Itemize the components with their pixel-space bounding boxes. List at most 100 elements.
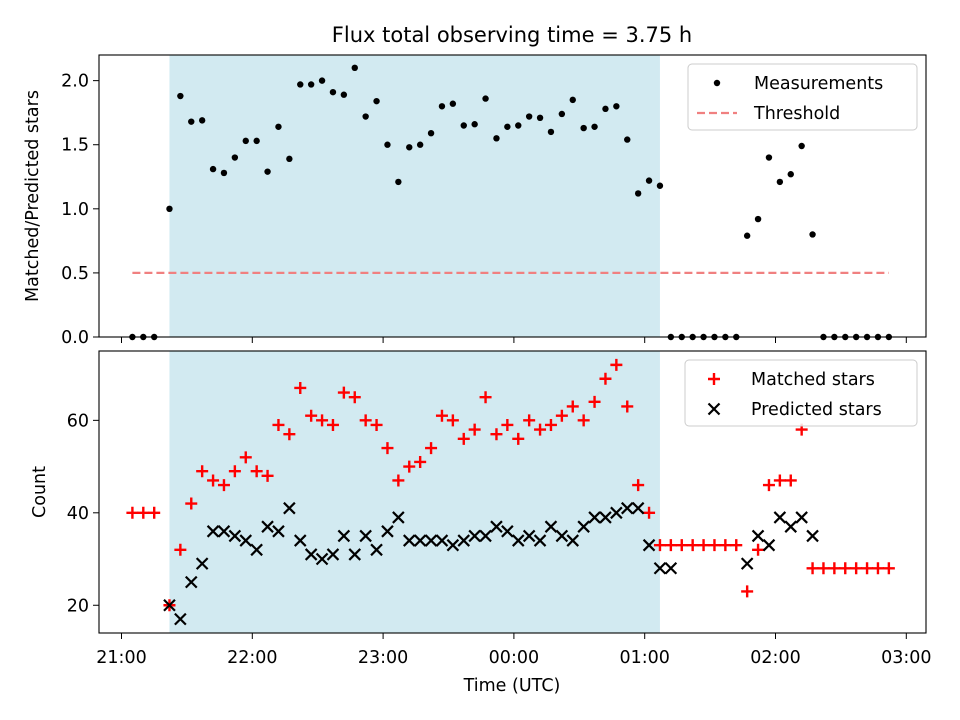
matched-stars-point (326, 418, 339, 431)
predicted-stars-point (261, 520, 274, 533)
y-tick-label: 0.0 (61, 328, 89, 348)
measurement-point (580, 124, 587, 132)
predicted-stars-point (348, 548, 362, 561)
predicted-stars-point (424, 534, 438, 547)
measurement-point (416, 141, 424, 148)
bottom-panel-legend: Matched stars Predicted stars (684, 359, 918, 427)
predicted-stars-point (184, 575, 198, 589)
matched-stars-point (348, 391, 361, 404)
predicted-stars-point (511, 534, 525, 547)
matched-stars-point (708, 539, 721, 552)
measurement-point (754, 215, 762, 223)
predicted-stars-point (610, 506, 623, 520)
x-tick-label: 01:00 (619, 648, 669, 668)
matched-stars-point (217, 479, 230, 492)
measurement-point (798, 142, 805, 150)
matched-stars-point (294, 381, 307, 394)
predicted-stars-point (239, 534, 253, 547)
legend-label: Predicted stars (751, 400, 882, 420)
x-tick-label: 21:00 (96, 648, 146, 668)
measurement-point (438, 103, 446, 110)
measurement-point (297, 81, 304, 88)
predicted-stars-point (370, 543, 383, 557)
matched-stars-point (272, 418, 285, 431)
matched-stars-point (850, 562, 863, 575)
measurement-point (765, 154, 773, 161)
matched-stars-point (261, 469, 274, 482)
matched-stars-point (686, 539, 699, 552)
measurement-point (515, 122, 522, 129)
matched-stars-point (479, 391, 492, 404)
matched-stars-point (643, 506, 656, 519)
matched-stars-point (228, 465, 241, 478)
predicted-stars-point (577, 520, 590, 533)
matched-stars-point (490, 428, 503, 441)
matched-stars-point (523, 414, 536, 427)
legend-label: Threshold (753, 104, 840, 124)
matched-stars-point (196, 465, 209, 478)
measurement-point (373, 97, 380, 105)
matched-stars-point (337, 386, 350, 399)
predicted-stars-point (522, 529, 536, 543)
measurement-point (624, 136, 631, 143)
measurement-point (504, 123, 511, 130)
predicted-stars-point (620, 501, 634, 515)
legend-box (687, 63, 918, 131)
matched-stars-point (316, 414, 329, 427)
matched-stars-point (839, 562, 852, 575)
measurement-point (209, 165, 217, 173)
predicted-stars-point (501, 525, 514, 538)
measurement-point (198, 117, 206, 124)
measurement-point (645, 177, 653, 184)
predicted-stars-point (642, 538, 656, 552)
matched-stars-point (610, 358, 623, 371)
top-panel-y-ticks: 0.0 0.5 1.0 1.5 2.0 (61, 72, 99, 348)
predicted-stars-point (283, 501, 296, 515)
measurement-point (536, 114, 544, 122)
measurement-point (809, 231, 816, 238)
matched-stars-point (305, 409, 318, 422)
measurement-point (362, 113, 369, 120)
predicted-stars-point (217, 525, 231, 538)
bottom-panel-x-ticks: 21:00 22:00 23:00 00:00 01:00 02:00 03:00 (96, 633, 932, 668)
legend-box (684, 359, 918, 427)
measurement-point (743, 232, 751, 239)
matched-stars-point (457, 432, 470, 445)
top-panel-shade (169, 55, 660, 337)
bottom-panel-y-ticks: 20 40 60 (67, 411, 99, 616)
x-tick-label: 22:00 (227, 648, 277, 668)
predicted-stars-point (206, 525, 220, 538)
predicted-stars-point (566, 534, 580, 547)
legend-label: Measurements (754, 74, 883, 94)
matched-stars-point (566, 400, 579, 413)
matched-stars-point (425, 442, 438, 455)
matched-stars-point (468, 423, 481, 436)
matched-stars-point (359, 414, 372, 427)
predicted-stars-point (795, 511, 808, 524)
matched-stars-point (239, 451, 252, 464)
measurement-point (427, 129, 435, 137)
predicted-stars-point (468, 529, 481, 543)
x-tick-label: 00:00 (489, 648, 539, 668)
matched-stars-point (403, 460, 416, 473)
top-panel: 0.00.51.01.52.0 Matched/Predicted stars … (23, 54, 927, 348)
measurement-point (220, 169, 228, 177)
matched-stars-point (882, 562, 895, 575)
measurement-point (482, 95, 489, 102)
matched-stars-point (370, 418, 383, 431)
predicted-stars-point (413, 534, 427, 547)
matched-stars-point (381, 442, 394, 455)
matched-stars-point (283, 428, 296, 441)
matched-stars-point (621, 400, 634, 413)
bottom-panel-shade (169, 351, 660, 633)
bottom-panel-marks (126, 358, 895, 626)
y-tick-label: 20 (67, 596, 89, 616)
top-panel-marks (129, 64, 893, 341)
predicted-stars-point (315, 552, 329, 566)
matched-stars-point (501, 418, 514, 431)
predicted-stars-point (163, 598, 176, 612)
chart-title: Flux total observing time = 3.75 h (332, 23, 692, 47)
predicted-stars-point (337, 529, 351, 543)
predicted-stars-point (435, 534, 449, 547)
matched-stars-point (806, 562, 819, 575)
